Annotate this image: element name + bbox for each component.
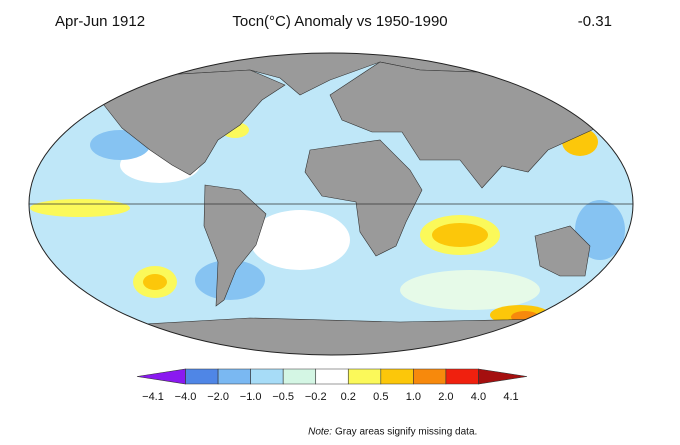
scale-label: −0.2 — [305, 391, 327, 403]
color-swatch — [282, 368, 317, 385]
color-swatch — [347, 368, 382, 385]
map-title: Tocn(°C) Anomaly vs 1950-1990 — [232, 13, 447, 30]
color-swatch — [413, 368, 447, 385]
map — [29, 53, 633, 355]
scale-label: 2.0 — [438, 391, 453, 403]
color-swatch — [185, 368, 219, 385]
scale-label: −2.0 — [207, 391, 229, 403]
note-lead: Note: — [308, 427, 332, 438]
scale-label: −4.0 — [175, 391, 197, 403]
color-swatch — [217, 368, 251, 385]
color-swatch — [445, 368, 479, 385]
scale-label: 0.2 — [341, 391, 356, 403]
color-scale: −4.1 −4.0 −2.0 −1.0 −0.5 −0.2 0.2 0.5 1.0 2.0 4.0 4… — [136, 368, 528, 403]
color-swatch — [380, 368, 414, 385]
color-swatch — [250, 368, 284, 385]
note-text: Gray areas signify missing data. — [335, 427, 477, 438]
color-swatch — [315, 368, 349, 385]
scale-label: 1.0 — [406, 391, 421, 403]
scale-label: −0.5 — [272, 391, 294, 403]
map-outline — [28, 52, 634, 356]
period: Apr-Jun 1912 — [55, 13, 145, 30]
scale-label: 4.1 — [503, 391, 518, 403]
color-swatch — [136, 368, 186, 385]
scale-label: 0.5 — [373, 391, 388, 403]
color-swatch — [478, 368, 528, 385]
scale-label: −1.0 — [240, 391, 262, 403]
global-mean: -0.31 — [578, 13, 612, 30]
scale-label: −4.1 — [142, 391, 164, 403]
scale-label: 4.0 — [471, 391, 486, 403]
